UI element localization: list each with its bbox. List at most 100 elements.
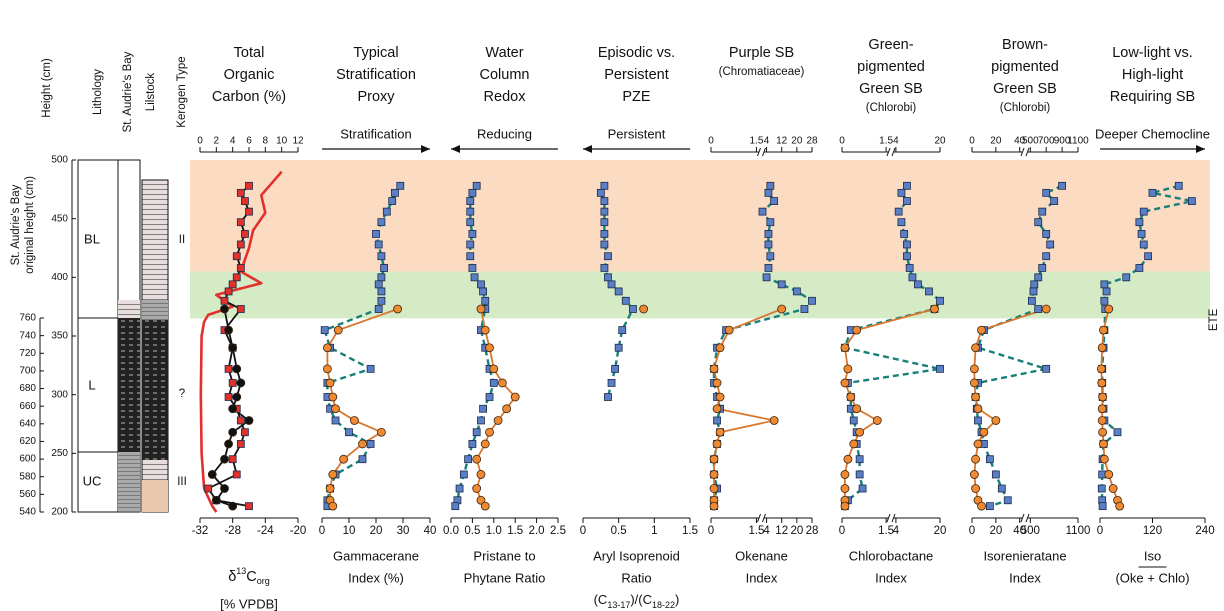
data-square [455,484,464,493]
x-tick-label: 0 [319,525,325,537]
litho-beds [142,480,168,512]
data-circle [971,392,980,402]
data-square [1113,428,1122,437]
data-square [629,305,637,313]
panel-title: Green SB [859,81,923,97]
data-square [220,296,229,305]
x-tick-label: 0 [580,525,586,537]
data-square [1148,188,1157,197]
x-tick-label: 0.0 [443,525,459,537]
top-tick-label: 6 [246,136,252,147]
data-circle [1099,325,1108,335]
top-tick-label: 12 [776,136,788,147]
data-square [245,181,253,190]
y2-tick-label: 580 [19,471,36,482]
data-square [1042,230,1051,238]
data-square [1046,240,1055,249]
top-tick-label: 1.5 [749,136,763,147]
data-square [1042,188,1051,197]
data-circle [840,470,850,479]
data-circle [228,343,238,353]
data-square [908,273,917,282]
y-tick-label: 200 [51,507,68,518]
data-square [451,502,460,511]
data-square [320,326,329,335]
top-tick-label: 10 [276,136,288,147]
data-circle [852,325,862,335]
data-circle [639,304,649,314]
panel-title: Stratification [336,67,416,83]
panels: ETE2002503003504004505005405605806006206… [10,37,1220,611]
axis-break-mark [757,513,766,523]
data-square [600,230,609,238]
data-circle [232,364,242,374]
unit-label: UC [83,473,102,488]
data-circle [510,392,520,402]
top-tick-label: 20 [934,136,946,147]
data-square [1034,305,1043,313]
data-circle [872,416,882,425]
data-square [377,296,386,305]
data-square [388,197,397,205]
data-circle [971,454,980,464]
data-circle [228,404,238,414]
data-square [489,379,498,387]
data-square [792,287,801,296]
x-tick-label: 20 [934,525,947,537]
axis-break-mark [886,513,896,523]
top-tick-label: 20 [791,136,803,147]
data-square [1122,273,1131,282]
label-part: 18-22 [652,600,675,610]
y-tick-label: 400 [51,272,68,283]
data-square [997,484,1006,493]
x-tick-label: 0.5 [611,525,627,537]
data-square [466,252,475,261]
data-square [894,207,903,216]
data-circle [220,484,229,493]
data-square [466,197,475,205]
panel-title: Water [485,45,523,61]
data-circle [840,484,850,493]
data-circle [930,304,939,314]
series-line [207,185,250,507]
x-tick-label: 1.5 [748,525,764,537]
data-square [1102,287,1111,296]
data-circle [709,501,719,511]
data-square [1038,207,1047,216]
data-square [245,502,253,511]
data-square [374,305,383,313]
y-tick-label: 350 [51,331,68,342]
data-square [903,252,911,261]
data-circle [339,454,349,464]
y2-tick-label: 760 [19,313,36,324]
data-square [897,218,906,227]
data-circle [220,454,229,464]
axis-label: Iso [1144,548,1161,563]
data-circle [224,439,233,449]
data-square [232,252,241,261]
data-circle [1098,427,1108,437]
panel-title: Redox [484,89,527,105]
data-circle [476,304,486,314]
data-circle [476,495,486,505]
data-square [855,455,864,464]
data-square [618,326,627,335]
axis-break [1022,515,1028,521]
x-tick-label: 1100 [1066,525,1091,537]
x-tick-label: -32 [192,525,209,537]
data-square [380,264,389,272]
data-circle [393,304,403,314]
axis-label: Aryl Isoprenoid [593,548,680,563]
data-square [903,181,911,190]
top-tick-label: 0 [197,136,203,147]
data-circle [712,439,722,449]
column-header: Lithology [92,69,104,115]
data-square [228,455,237,464]
data-circle [328,470,338,479]
data-square [1135,218,1144,227]
data-circle [485,343,494,353]
axis-label: [% VPDB] [220,596,278,611]
data-circle [709,470,719,479]
y2-tick-label: 600 [19,454,36,465]
data-square [764,264,773,272]
